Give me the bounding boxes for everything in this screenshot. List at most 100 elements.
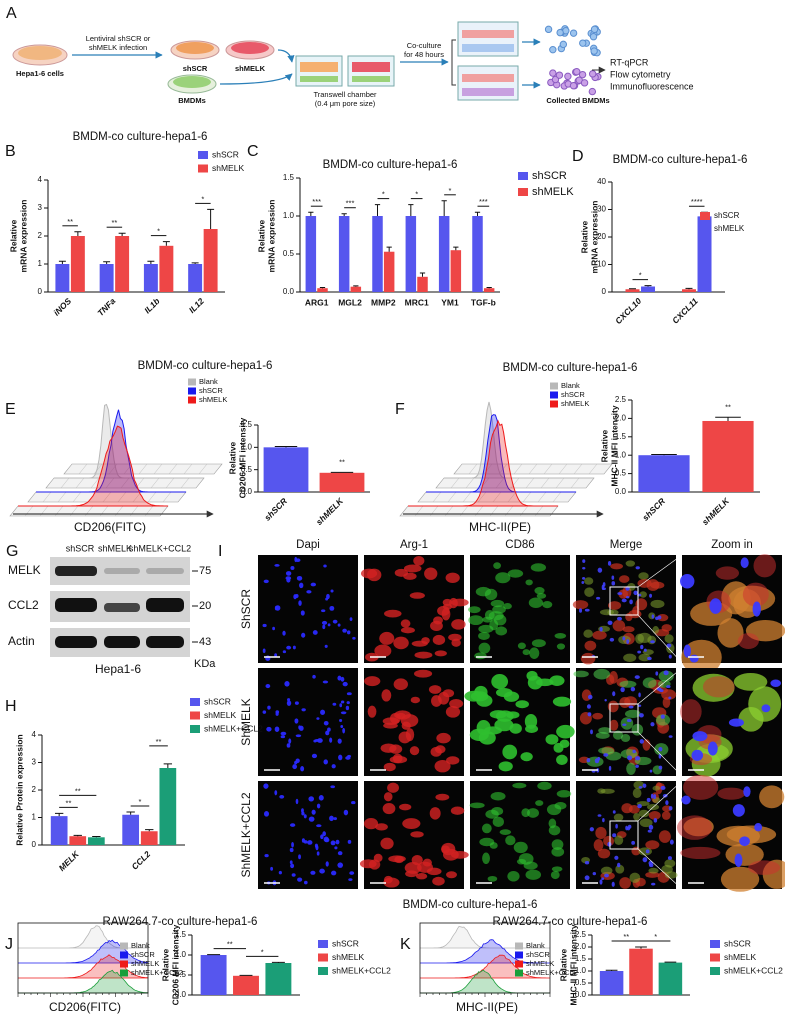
error-bar <box>486 286 492 289</box>
cell <box>683 774 719 800</box>
cell <box>554 801 567 810</box>
lane-label: shMELK <box>98 543 132 553</box>
cell <box>650 793 654 799</box>
floor-grid <box>147 491 157 503</box>
cell <box>349 871 355 875</box>
row-label: Actin <box>8 634 35 648</box>
error-bar <box>126 811 135 815</box>
cells <box>231 42 269 54</box>
unit: KDa <box>194 658 216 670</box>
cell <box>507 569 524 578</box>
cell <box>753 554 777 578</box>
cell <box>306 590 312 594</box>
legend-label: shSCR <box>561 390 585 399</box>
cell <box>321 620 328 625</box>
cell <box>680 846 721 860</box>
cell <box>605 751 622 761</box>
bar <box>87 837 105 845</box>
cell <box>526 670 538 681</box>
bottom <box>462 88 514 96</box>
bar <box>69 836 87 845</box>
legend-swatch <box>515 960 523 968</box>
cell <box>282 650 287 654</box>
legend-label: shMELK <box>332 952 364 962</box>
bracket <box>451 39 456 86</box>
y-axis-label: CD206 MFI intensity <box>170 924 180 1005</box>
micrograph <box>364 668 464 776</box>
legend-swatch <box>318 940 328 948</box>
cell <box>262 623 267 628</box>
x-tick-label: shMELK <box>314 495 346 527</box>
x-tick-label: CXCL11 <box>670 296 700 326</box>
cell <box>638 847 652 856</box>
micrograph <box>572 555 676 665</box>
cell <box>709 598 722 614</box>
cell <box>389 744 403 754</box>
cell <box>512 782 527 789</box>
band <box>104 568 140 574</box>
cell <box>534 586 545 595</box>
cell <box>445 706 461 718</box>
legend-label: shSCR <box>199 386 223 395</box>
cell <box>530 563 547 572</box>
bar <box>405 216 417 292</box>
cell <box>478 731 496 745</box>
error-bar <box>605 969 618 971</box>
cell <box>683 644 691 658</box>
arrow <box>219 73 293 85</box>
y-tick-label: 0.5 <box>175 970 187 979</box>
cell <box>648 860 653 866</box>
cell <box>607 620 613 625</box>
histogram <box>18 954 149 979</box>
insert <box>300 62 338 72</box>
cell <box>556 754 568 766</box>
bar <box>383 251 395 292</box>
cell <box>587 712 592 717</box>
bar <box>638 455 690 492</box>
cell <box>642 677 657 689</box>
cell <box>292 645 296 650</box>
cell <box>325 861 329 867</box>
significance-label: * <box>138 797 141 806</box>
cell <box>340 711 347 715</box>
x-tick-label: MGL2 <box>338 297 362 307</box>
floor-grid <box>183 463 193 475</box>
legend-label: shMELK+CCL2 <box>724 965 783 975</box>
x-tick-label: shMELK <box>700 495 732 527</box>
chart-title: BMDM-co culture-hepa1-6 <box>503 362 638 374</box>
cell <box>274 790 278 796</box>
bottom <box>300 76 338 82</box>
floor-grid <box>483 463 493 475</box>
x-tick-label: MELK <box>57 848 82 873</box>
error-bar <box>118 232 126 236</box>
cell <box>545 734 559 745</box>
floor-grid <box>153 463 163 475</box>
cell <box>622 723 627 726</box>
cell <box>448 633 462 642</box>
cell <box>316 803 321 809</box>
histogram <box>18 425 168 507</box>
cell <box>599 626 603 632</box>
cell <box>442 603 453 610</box>
significance-label: * <box>201 194 204 203</box>
band <box>55 636 97 648</box>
cell <box>270 866 274 871</box>
cell <box>634 675 640 679</box>
bar <box>483 288 495 292</box>
floor-grid <box>42 491 52 503</box>
bar <box>159 245 174 292</box>
label: shMELK <box>235 64 266 73</box>
cell <box>554 633 567 639</box>
x-tick-label: CXCL10 <box>613 296 643 326</box>
zoom-line <box>637 780 683 822</box>
y-tick-label: 20 <box>597 232 606 241</box>
cell <box>285 576 292 580</box>
significance-label: ** <box>66 798 72 807</box>
cell <box>668 654 672 659</box>
bar <box>319 472 365 492</box>
cell <box>322 624 326 630</box>
error-bar <box>207 208 215 229</box>
y-axis-label: Relative <box>8 219 18 252</box>
legend-swatch <box>515 942 523 950</box>
cell <box>629 872 641 883</box>
